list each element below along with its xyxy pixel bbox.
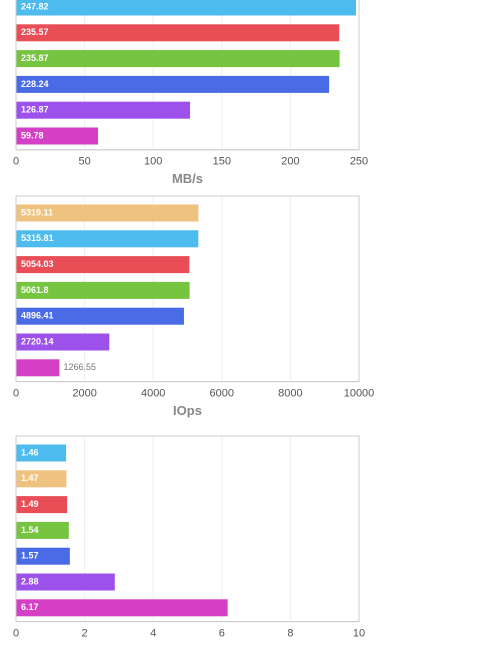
value-label: 247.82 — [21, 1, 49, 11]
x-tick-label: 200 — [281, 156, 299, 168]
bar — [16, 204, 199, 222]
value-label: 5319.11 — [21, 207, 53, 217]
plot-border — [15, 435, 360, 623]
x-axis-title: MB/s — [172, 171, 203, 186]
bar — [16, 256, 190, 274]
value-label: 4896.41 — [21, 311, 54, 321]
bar — [16, 50, 340, 68]
value-label: 5061.8 — [21, 285, 49, 295]
bar — [16, 470, 67, 488]
bar — [16, 333, 110, 351]
x-tick-label: 0 — [13, 388, 19, 400]
x-tick-label: 0 — [13, 628, 19, 640]
x-tick-label: 4000 — [141, 388, 165, 400]
value-label: 235.57 — [21, 27, 49, 37]
bar — [16, 230, 199, 248]
value-label: 6.17 — [21, 602, 39, 612]
value-label: 1.49 — [21, 499, 39, 509]
value-label: 59.78 — [21, 130, 44, 140]
value-label: 228.24 — [21, 79, 49, 89]
value-label: 5054.03 — [21, 259, 54, 269]
x-tick-label: 0 — [13, 156, 19, 168]
x-tick-label: 2000 — [72, 388, 96, 400]
value-label: 1.47 — [21, 473, 39, 483]
bar — [16, 444, 67, 462]
value-label: 1.54 — [21, 525, 39, 535]
x-tick-label: 2 — [82, 628, 88, 640]
x-tick-label: 4 — [150, 628, 156, 640]
x-tick-label: 6000 — [210, 388, 234, 400]
value-label: 126.87 — [21, 105, 49, 115]
plot-border — [15, 195, 360, 383]
x-tick-label: 8 — [287, 628, 293, 640]
plot-border — [15, 0, 360, 151]
x-tick-label: 100 — [144, 156, 162, 168]
value-label: 1.57 — [21, 551, 39, 561]
x-tick-label: 6 — [219, 628, 225, 640]
value-label: 235.87 — [21, 53, 49, 63]
x-tick-label: 8000 — [278, 388, 302, 400]
bar — [16, 24, 340, 42]
bar — [16, 75, 330, 93]
x-tick-label: 150 — [213, 156, 231, 168]
bar — [16, 599, 228, 617]
x-tick-label: 10000 — [344, 388, 375, 400]
bar — [16, 547, 70, 565]
plot-frame — [15, 0, 360, 151]
bar — [16, 101, 191, 119]
bar — [16, 573, 115, 591]
value-label: 1266.55 — [63, 362, 96, 372]
x-tick-label: 10 — [353, 628, 365, 640]
value-label: 2720.14 — [21, 336, 54, 346]
value-label: 5315.81 — [21, 233, 54, 243]
bar — [16, 281, 190, 299]
bar — [16, 0, 357, 16]
bar — [16, 359, 60, 377]
x-axis-title: IOps — [173, 403, 202, 418]
bar — [16, 307, 184, 325]
bar — [16, 127, 99, 145]
value-label: 2.88 — [21, 576, 39, 586]
value-label: 1.46 — [21, 447, 39, 457]
x-tick-label: 50 — [78, 156, 90, 168]
x-tick-label: 250 — [350, 156, 368, 168]
bar — [16, 496, 68, 514]
plot-frame — [15, 435, 360, 623]
bar — [16, 521, 69, 539]
